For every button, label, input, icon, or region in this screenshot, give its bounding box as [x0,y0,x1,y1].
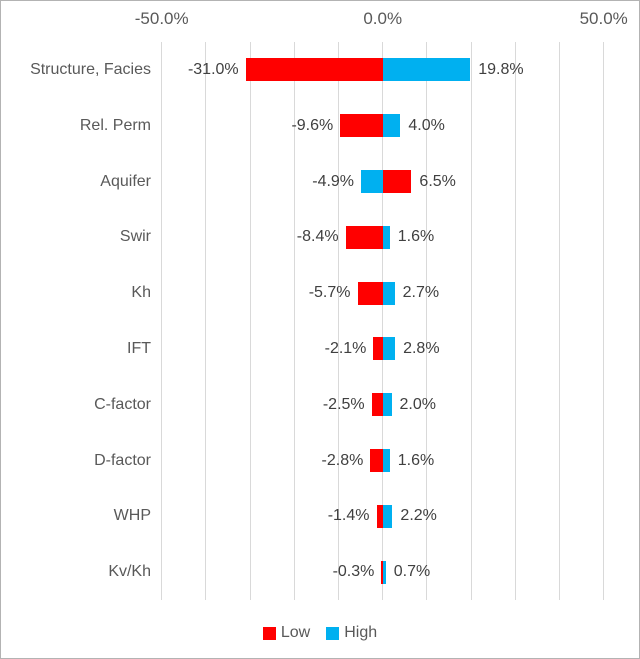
bar-low [376,504,383,528]
bar-low [245,58,383,82]
x-axis-tick-label: 0.0% [363,9,403,28]
bar-low [370,449,383,472]
category-label: D-factor [94,451,151,469]
bar-high [382,337,396,361]
bar-high [382,504,393,528]
legend-swatch-high-icon [326,626,340,640]
bar-high [382,281,395,305]
bar-value-label-right: 1.6% [397,451,435,469]
gridline [603,42,605,600]
legend: Low High [1,624,639,642]
bar-low [373,337,383,361]
gridline [559,42,561,600]
gridline [161,42,163,600]
legend-label-low: Low [280,624,311,641]
x-axis-tick-label: -50.0% [134,9,189,28]
bar-low [381,560,383,584]
gridline [205,42,207,600]
bar-value-label-left: -2.8% [321,451,364,469]
bar-value-label-right: 6.5% [419,172,456,190]
gridline [337,42,339,600]
bar-value-label-right: 2.2% [400,507,437,525]
bar-high [361,170,383,193]
bar-value-label-right: 4.0% [408,116,445,134]
bar-value-label-left: -2.1% [324,339,367,357]
bar-low [371,393,383,417]
gridline [293,42,295,600]
gridline [249,42,251,600]
bar-low [357,281,383,305]
bar-high [382,225,390,249]
bar-value-label-left: -4.9% [312,172,355,190]
bar-value-label-left: -8.4% [296,228,339,246]
legend-swatch-low-icon [262,626,276,640]
bar-high [382,58,471,82]
bar-value-label-left: -1.4% [327,507,370,525]
gridline [470,42,472,600]
legend-item-high: High [326,624,377,642]
bar-value-label-left: -9.6% [291,116,334,134]
bar-high [382,560,386,584]
category-label: Swir [119,228,151,246]
bar-value-label-left: -2.5% [322,395,365,413]
bar-low [382,170,412,193]
bar-high [382,393,392,417]
bar-high [382,449,390,472]
x-axis-tick-label: 50.0% [579,9,628,28]
bar-value-label-right: 2.8% [403,339,440,357]
gridline [426,42,428,600]
bar-value-label-right: 1.6% [397,228,435,246]
category-label: Aquifer [100,172,151,190]
bar-value-label-right: 19.8% [478,60,524,78]
bar-low [345,225,383,249]
category-label: Kh [131,284,151,302]
bar-value-label-left: -0.3% [332,563,375,581]
category-label: Structure, Facies [30,60,151,78]
bar-high [382,114,401,138]
bar-value-label-right: 0.7% [393,563,431,581]
bar-value-label-left: -5.7% [308,284,351,302]
bar-value-label-right: 2.7% [402,284,440,302]
legend-label-high: High [344,624,378,641]
bar-low [340,114,383,138]
category-label: C-factor [94,395,151,413]
bar-value-label-left: -31.0% [187,60,239,78]
gridline [382,42,384,600]
gridline [514,42,516,600]
legend-item-low: Low [262,624,311,642]
category-label: WHP [113,507,151,525]
category-label: Rel. Perm [79,116,151,134]
category-label: IFT [127,339,151,357]
bar-value-label-right: 2.0% [399,395,436,413]
category-label: Kv/Kh [108,563,151,581]
